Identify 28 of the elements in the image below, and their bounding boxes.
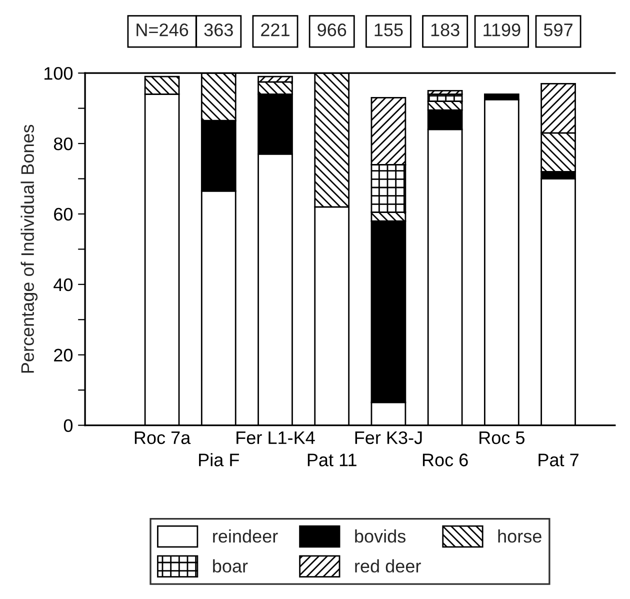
x-tick-label: Fer K3-J — [355, 431, 422, 444]
legend-label: bovids — [355, 529, 406, 543]
y-tick-label: 60 — [54, 208, 73, 221]
y-axis-title: Percentage of Individual Bones — [20, 124, 38, 373]
y-tick-label: 100 — [44, 67, 73, 80]
y-tick-label: 80 — [54, 137, 73, 150]
text: 597 — [544, 23, 572, 36]
y-tick-label: 40 — [54, 278, 73, 292]
legend-label: horse — [498, 529, 542, 543]
text: 966 — [318, 23, 346, 36]
x-tick-label: Pia F — [199, 453, 239, 466]
y-tick-label: 20 — [54, 348, 73, 362]
text: 155 — [374, 24, 403, 36]
x-tick-label: Roc 7a — [134, 432, 191, 444]
y-tick-label: 0 — [64, 419, 73, 432]
x-tick-label: Fer L1-K4 — [236, 432, 315, 444]
legend-label: boar — [213, 559, 248, 573]
x-tick-label: Pat 11 — [308, 454, 356, 466]
text: 183 — [431, 23, 460, 36]
text: 363 — [204, 23, 233, 36]
x-tick-label: Pat 7 — [538, 454, 578, 466]
x-tick-label: Roc 6 — [422, 454, 468, 466]
text: N=246 — [136, 23, 188, 36]
text: 221 — [261, 23, 290, 36]
legend-label: red deer — [355, 559, 421, 573]
x-tick-label: Roc 5 — [480, 432, 524, 444]
legend-label: reindeer — [213, 529, 278, 543]
text: 1199 — [484, 23, 520, 36]
